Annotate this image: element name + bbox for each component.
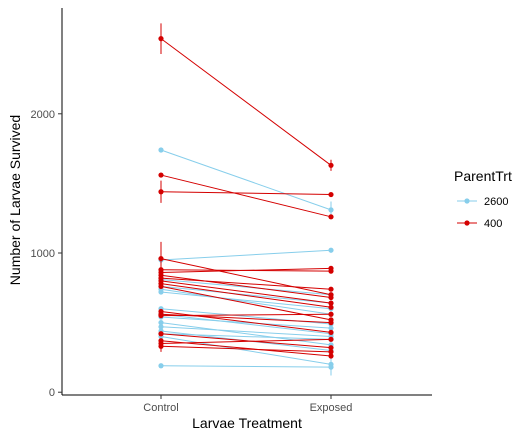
- x-tick-label: Control: [143, 402, 178, 414]
- data-point: [328, 330, 333, 335]
- data-point: [158, 363, 163, 368]
- data-point: [328, 365, 333, 370]
- legend-key-point: [464, 198, 469, 203]
- x-axis-ticks: Control Exposed: [143, 395, 352, 414]
- data-point: [328, 305, 333, 310]
- data-point: [158, 289, 163, 294]
- data-point: [158, 331, 163, 336]
- data-point: [158, 36, 163, 41]
- legend-label: 400: [484, 218, 502, 230]
- data-point: [328, 287, 333, 292]
- series-line: [161, 366, 331, 367]
- data-point: [328, 312, 333, 317]
- y-axis-title: Number of Larvae Survived: [7, 115, 23, 285]
- data-point: [328, 320, 333, 325]
- series-line: [161, 150, 331, 210]
- data-point: [158, 147, 163, 152]
- legend-label: 2600: [484, 196, 508, 208]
- legend-key-point: [464, 220, 469, 225]
- series-line: [161, 192, 331, 195]
- x-axis-title: Larvae Treatment: [192, 415, 302, 431]
- data-point: [158, 189, 163, 194]
- data-point: [158, 172, 163, 177]
- series-line: [161, 314, 331, 333]
- legend: ParentTrt 2600 400: [454, 168, 512, 230]
- plot-panel: [158, 23, 333, 375]
- data-point: [328, 207, 333, 212]
- y-tick-label: 0: [49, 387, 55, 399]
- data-point: [328, 266, 333, 271]
- y-tick-label: 2000: [31, 109, 55, 121]
- data-point: [158, 256, 163, 261]
- x-tick-label: Exposed: [310, 402, 353, 414]
- series-line: [161, 250, 331, 260]
- data-point: [328, 349, 333, 354]
- series-400: [158, 23, 333, 358]
- data-point: [158, 313, 163, 318]
- data-point: [158, 284, 163, 289]
- y-axis-ticks: 0 1000 2000: [31, 109, 62, 399]
- legend-title: ParentTrt: [454, 168, 512, 184]
- data-point: [158, 344, 163, 349]
- data-point: [328, 163, 333, 168]
- data-point: [328, 337, 333, 342]
- data-point: [328, 214, 333, 219]
- series-line: [161, 39, 331, 166]
- data-point: [328, 192, 333, 197]
- data-point: [328, 295, 333, 300]
- y-tick-label: 1000: [31, 248, 55, 260]
- series-line: [161, 175, 331, 217]
- data-point: [328, 248, 333, 253]
